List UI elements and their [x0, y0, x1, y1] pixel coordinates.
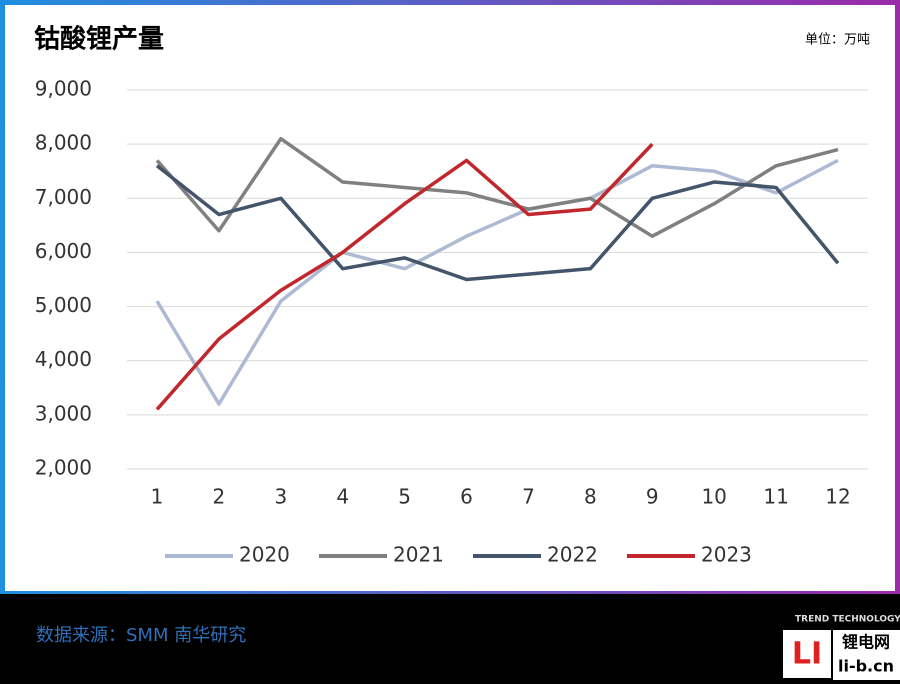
legend-label: 2020	[239, 543, 290, 567]
y-tick-label: 7,000	[35, 185, 92, 209]
x-tick-label: 4	[336, 485, 349, 509]
y-tick-label: 8,000	[35, 131, 92, 155]
y-tick-label: 2,000	[35, 456, 92, 480]
series-line	[155, 164, 840, 282]
x-tick-label: 9	[646, 485, 659, 509]
y-tick-label: 3,000	[35, 401, 92, 425]
series-line	[155, 136, 839, 238]
logo-mark: LI	[792, 637, 822, 672]
x-tick-label: 11	[763, 485, 788, 509]
x-tick-label: 6	[460, 485, 473, 509]
logo-url: li-b.cn	[838, 657, 894, 676]
x-tick-label: 8	[584, 485, 597, 509]
x-tick-label: 12	[825, 485, 850, 509]
logo-box	[783, 630, 831, 678]
x-tick-label: 7	[522, 485, 535, 509]
x-tick-label: 10	[701, 485, 726, 509]
x-tick-label: 1	[151, 485, 164, 509]
panel	[5, 5, 895, 591]
y-tick-label: 4,000	[35, 347, 92, 371]
y-tick-label: 6,000	[35, 239, 92, 263]
series-line	[155, 142, 654, 411]
logo-text: 锂电网	[842, 633, 890, 652]
logo-text-box	[833, 630, 900, 680]
y-tick-label: 9,000	[35, 77, 92, 101]
source: 数据来源：SMM 南华研究	[36, 625, 246, 646]
y-tick-label: 5,000	[35, 293, 92, 317]
legend-label: 2022	[547, 543, 598, 567]
unit-label: 单位：万吨	[805, 33, 870, 48]
brand: TREND TECHNOLOGY	[795, 615, 900, 625]
legend-label: 2023	[701, 543, 752, 567]
legend-label: 2021	[393, 543, 444, 567]
x-tick-label: 2	[213, 485, 226, 509]
series-line	[155, 158, 839, 406]
x-tick-label: 3	[274, 485, 287, 509]
x-tick-label: 5	[398, 485, 411, 509]
chart-title: 钴酸锂产量	[34, 24, 164, 55]
